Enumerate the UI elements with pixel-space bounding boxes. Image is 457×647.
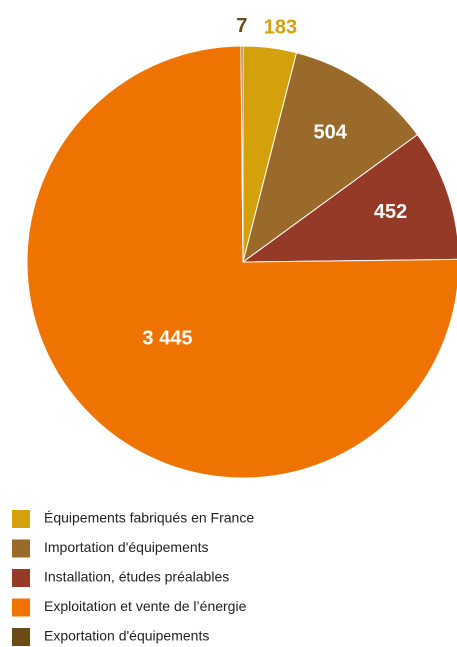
pie-slice — [26, 45, 457, 479]
pie-slice — [242, 52, 419, 264]
legend-swatch — [12, 510, 30, 528]
data-label: 504 — [314, 122, 348, 144]
pie-slice — [241, 133, 457, 263]
legend-label: Exploitation et vente de l’énergie — [44, 598, 247, 614]
legend-label: Installation, études préalables — [44, 569, 229, 585]
legend-label: Importation d'équipements — [44, 539, 209, 555]
legend-label: Équipements fabriqués en France — [44, 510, 254, 526]
data-label: 452 — [374, 201, 407, 223]
legend-label: Exportation d'équipements — [44, 628, 209, 644]
legend-swatch — [12, 539, 30, 558]
legend-swatch — [12, 628, 30, 646]
pie-slice — [240, 45, 244, 263]
data-label: 3 445 — [142, 327, 192, 349]
data-label: 183 — [264, 17, 297, 39]
legend-swatch — [12, 598, 30, 617]
data-label: 7 — [236, 15, 247, 37]
legend-swatch — [12, 569, 30, 587]
